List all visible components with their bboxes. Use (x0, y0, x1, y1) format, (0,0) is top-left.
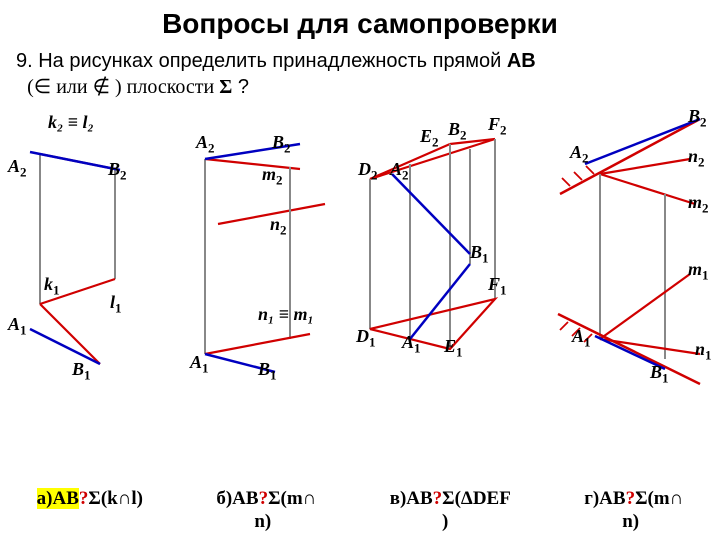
lbl-c-F2: F2 (488, 114, 507, 139)
lbl-a-l1: l1 (110, 292, 122, 317)
q-sigma: Σ (219, 76, 232, 98)
lbl-d-m1: m1 (688, 259, 709, 284)
lbl-a-k1: k1 (44, 274, 60, 299)
lbl-b-A2: A2 (196, 132, 215, 157)
q-prefix: 9. На рисунках определить принадлежность… (16, 50, 507, 72)
lbl-b-n2: n2 (270, 214, 287, 239)
answer-a: а)AB?Σ(k∩l) (37, 488, 143, 511)
q-mid: (∈ или ∉ ) плоскости (27, 76, 219, 98)
diagram-a (30, 152, 120, 364)
lbl-c-D2: D2 (358, 159, 378, 184)
lbl-d-n2: n2 (688, 146, 705, 171)
lbl-c-E1: E1 (444, 336, 463, 361)
lbl-a-A2: A2 (8, 156, 27, 181)
page-title: Вопросы для самопроверки (0, 0, 720, 40)
lbl-d-B1: B1 (650, 362, 669, 387)
lbl-d-m2: m2 (688, 192, 709, 217)
lbl-c-E2: E2 (420, 126, 439, 151)
answer-d: г)AB?Σ(m∩ n) (584, 488, 683, 534)
question-text: 9. На рисунках определить принадлежность… (0, 40, 720, 104)
lbl-b-n1m1: n₁ ≡ m₁ (258, 304, 314, 325)
diagrams-svg (0, 104, 720, 444)
lbl-c-D1: D1 (356, 326, 376, 351)
lbl-b-B1: B1 (258, 359, 277, 384)
lbl-b-A1: A1 (190, 352, 209, 377)
lbl-c-A2: A2 (390, 159, 409, 184)
lbl-d-n1: n1 (695, 339, 712, 364)
lbl-c-A1: A1 (402, 332, 421, 357)
diagram-area: k₂ ≡ l₂ A2 B2 k1 l1 A1 B1 A2 B2 m2 n2 n₁… (0, 104, 720, 444)
answer-b: б)AB?Σ(m∩ n) (216, 488, 316, 534)
lbl-b-m2: m2 (262, 164, 283, 189)
lbl-a-B2: B2 (108, 159, 127, 184)
lbl-c-B1t: B1 (470, 242, 489, 267)
lbl-a-A1: A1 (8, 314, 27, 339)
lbl-d-B2: B2 (688, 106, 707, 131)
lbl-b-B2: B2 (272, 132, 291, 157)
q-end: ? (232, 76, 249, 98)
lbl-d-A1: A1 (572, 326, 591, 351)
answers-row: а)AB?Σ(k∩l) б)AB?Σ(m∩ n) в)AB?Σ(ΔDEF ) г… (0, 488, 720, 534)
q-ab: АВ (507, 50, 536, 72)
lbl-a-B1: B1 (72, 359, 91, 384)
lbl-a-k2l2: k₂ ≡ l₂ (48, 112, 94, 133)
answer-c: в)AB?Σ(ΔDEF ) (390, 488, 511, 534)
lbl-d-A2: A2 (570, 142, 589, 167)
lbl-c-B2t: B2 (448, 119, 467, 144)
lbl-c-F1: F1 (488, 274, 507, 299)
